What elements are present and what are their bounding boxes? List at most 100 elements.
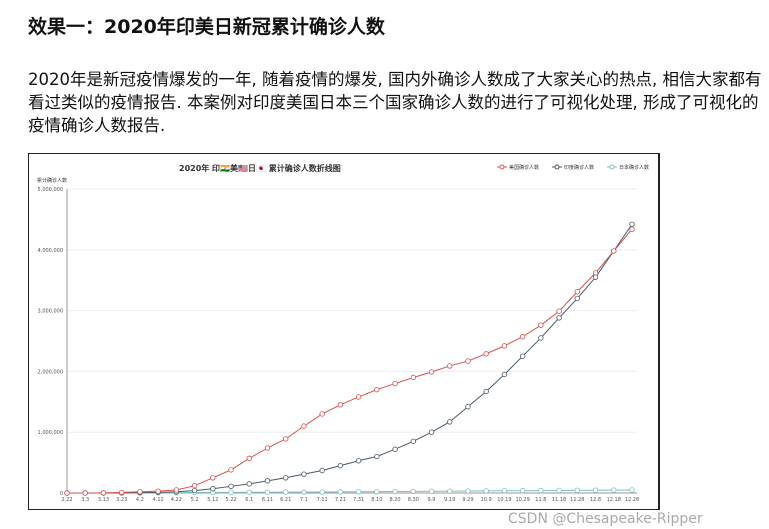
data-point[interactable]	[611, 487, 617, 493]
data-point[interactable]	[501, 488, 508, 494]
y-tick-label: 3,000,000	[38, 309, 63, 315]
data-point[interactable]	[501, 371, 508, 378]
data-point[interactable]	[228, 489, 234, 496]
legend-label[interactable]: 美国确诊人数	[509, 164, 539, 171]
data-point[interactable]	[611, 248, 617, 254]
data-point[interactable]	[100, 490, 107, 496]
data-point[interactable]	[392, 446, 398, 452]
data-point[interactable]	[556, 308, 562, 314]
data-point[interactable]	[374, 488, 380, 495]
data-point[interactable]	[64, 490, 70, 496]
data-point[interactable]	[556, 315, 562, 321]
data-point[interactable]	[447, 363, 453, 369]
data-point[interactable]	[592, 487, 599, 493]
data-point[interactable]	[319, 411, 325, 417]
data-point[interactable]	[246, 455, 252, 462]
x-tick-label: 10.19	[497, 497, 511, 503]
x-tick-label: 12.28	[625, 497, 639, 503]
data-point[interactable]	[337, 402, 344, 408]
x-tick-label: 10.29	[515, 497, 529, 503]
data-point[interactable]	[410, 374, 416, 381]
data-point[interactable]	[374, 386, 380, 393]
data-point[interactable]	[337, 489, 344, 495]
x-tick-label: 5.12	[207, 497, 218, 503]
x-tick-label: 9.19	[444, 497, 455, 503]
data-point[interactable]	[538, 322, 544, 328]
data-point[interactable]	[465, 358, 471, 364]
watermark: CSDN @Chesapeake-Ripper	[508, 511, 703, 527]
x-tick-label: 3.3	[81, 497, 89, 503]
data-point[interactable]	[483, 351, 489, 357]
legend-marker[interactable]	[554, 164, 560, 170]
data-point[interactable]	[629, 487, 635, 493]
legend-marker[interactable]	[609, 164, 615, 170]
data-point[interactable]	[355, 489, 362, 495]
data-point[interactable]	[574, 487, 581, 494]
x-tick-label: 12.8	[590, 497, 601, 503]
data-point[interactable]	[629, 221, 635, 227]
data-point[interactable]	[118, 489, 125, 496]
legend-marker[interactable]	[499, 164, 505, 170]
data-point[interactable]	[264, 489, 271, 495]
data-point[interactable]	[246, 489, 252, 495]
data-point[interactable]	[556, 487, 562, 494]
data-point[interactable]	[264, 478, 271, 484]
data-point[interactable]	[538, 487, 544, 494]
data-point[interactable]	[428, 369, 435, 375]
data-point[interactable]	[574, 295, 581, 302]
data-point[interactable]	[501, 343, 508, 349]
data-point[interactable]	[447, 419, 453, 425]
data-point[interactable]	[592, 270, 599, 276]
data-point[interactable]	[191, 483, 198, 489]
data-point[interactable]	[283, 489, 289, 495]
data-point[interactable]	[301, 471, 307, 477]
data-point[interactable]	[538, 335, 544, 341]
data-point[interactable]	[519, 487, 526, 494]
data-point[interactable]	[82, 490, 88, 496]
data-point[interactable]	[264, 445, 271, 451]
data-point[interactable]	[283, 436, 289, 442]
data-point[interactable]	[301, 489, 307, 495]
data-point[interactable]	[283, 475, 289, 481]
data-point[interactable]	[392, 488, 398, 495]
data-point[interactable]	[228, 483, 234, 490]
x-tick-label: 5.22	[225, 497, 236, 503]
data-point[interactable]	[483, 388, 489, 395]
data-point[interactable]	[374, 453, 380, 460]
data-point[interactable]	[355, 394, 362, 400]
data-point[interactable]	[155, 488, 161, 494]
data-point[interactable]	[319, 467, 325, 474]
data-point[interactable]	[629, 226, 635, 232]
data-point[interactable]	[246, 481, 252, 487]
data-point[interactable]	[137, 489, 143, 495]
y-tick-label: 5,000,000	[38, 187, 63, 193]
x-tick-label: 9.29	[462, 497, 473, 503]
data-point[interactable]	[191, 487, 198, 494]
data-point[interactable]	[428, 488, 435, 494]
data-point[interactable]	[228, 467, 234, 473]
legend-label[interactable]: 日本确诊人数	[619, 164, 649, 171]
series-line	[67, 223, 633, 494]
data-point[interactable]	[337, 462, 344, 469]
data-point[interactable]	[319, 489, 325, 495]
data-point[interactable]	[355, 458, 362, 464]
chart-container: 2020年 印🇮🇳美🇺🇸日🇯🇵 累计确诊人数折线图 累计确诊人数 美国确诊人数 印…	[28, 153, 660, 510]
data-point[interactable]	[465, 403, 471, 410]
x-tick-label: 6.1	[245, 497, 253, 503]
data-point[interactable]	[574, 289, 581, 295]
data-point[interactable]	[447, 488, 453, 494]
data-point[interactable]	[210, 475, 216, 481]
data-point[interactable]	[483, 488, 489, 494]
data-point[interactable]	[519, 353, 526, 359]
legend-label[interactable]: 印度确诊人数	[564, 164, 594, 171]
data-point[interactable]	[392, 380, 398, 387]
x-tick-label: 3.23	[116, 497, 127, 503]
data-point[interactable]	[301, 423, 307, 429]
data-point[interactable]	[519, 334, 526, 340]
data-point[interactable]	[465, 488, 471, 494]
data-point[interactable]	[210, 486, 216, 492]
data-point[interactable]	[428, 429, 435, 435]
data-point[interactable]	[410, 438, 416, 445]
data-point[interactable]	[173, 487, 180, 493]
data-point[interactable]	[410, 488, 416, 495]
